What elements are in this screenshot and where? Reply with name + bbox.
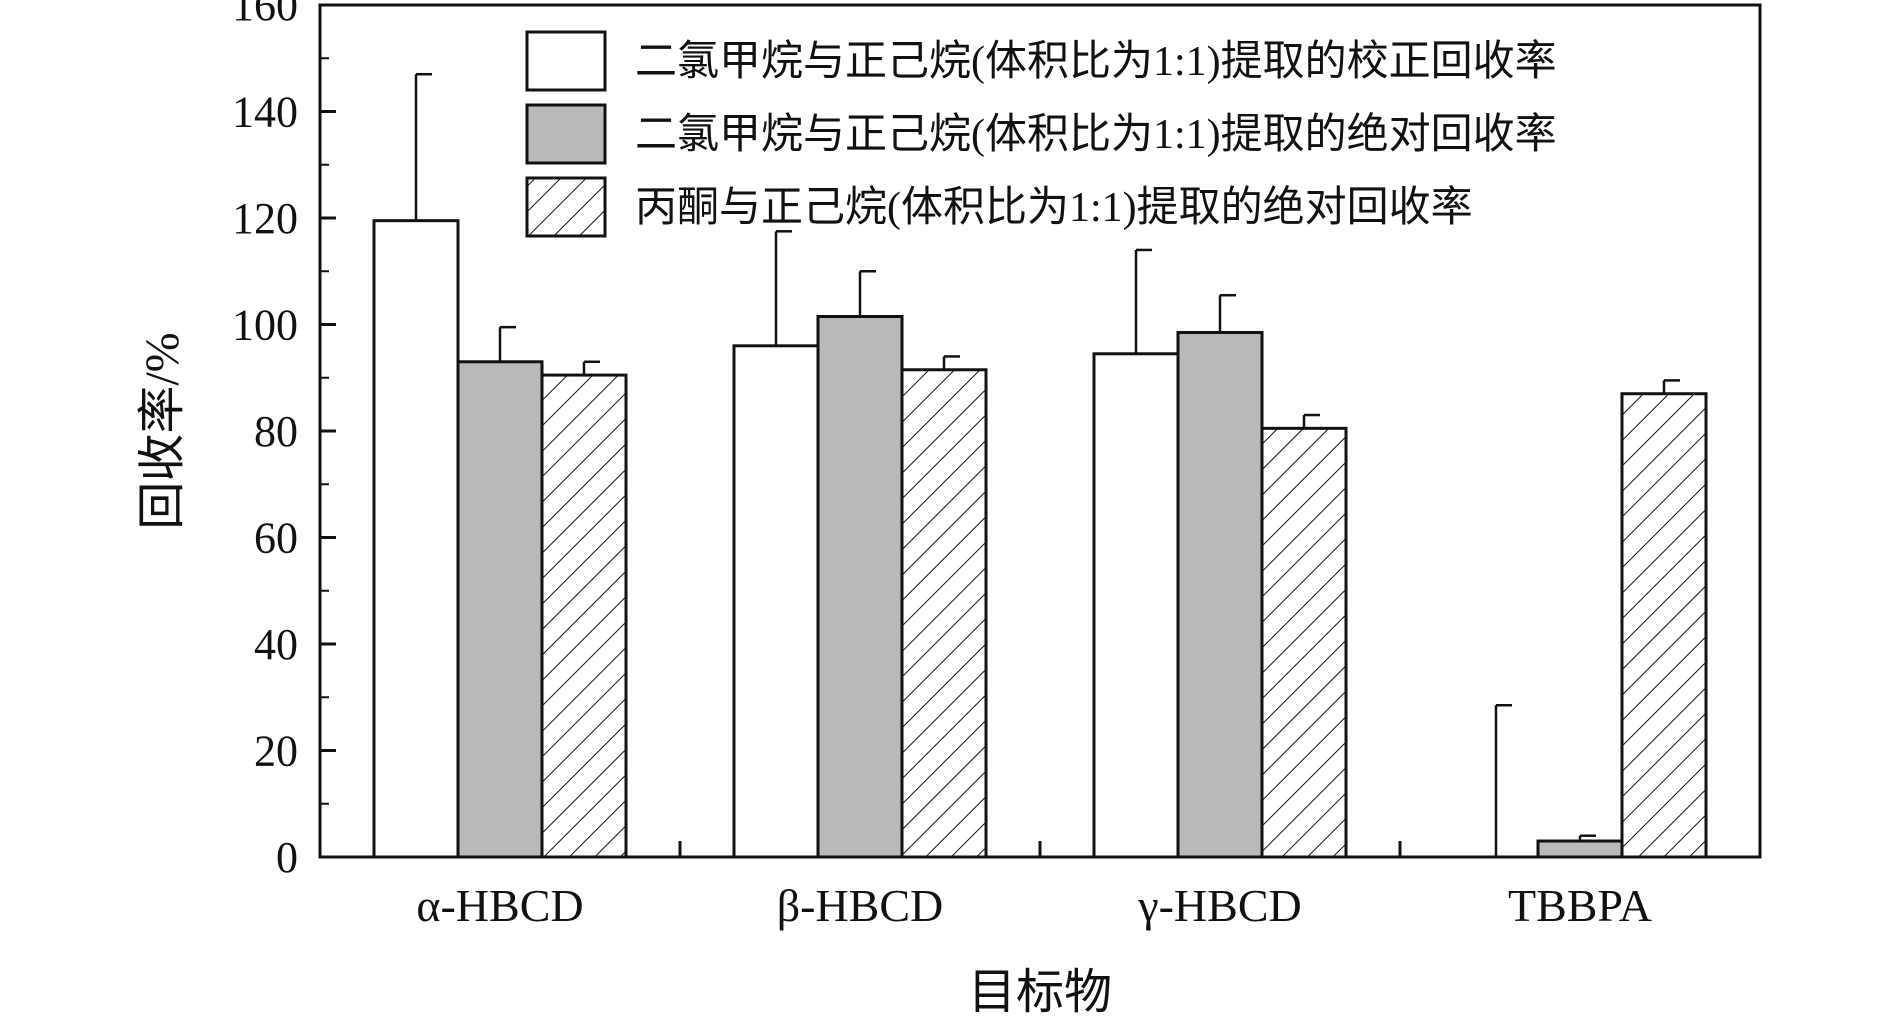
legend-swatch bbox=[525, 30, 607, 92]
x-category-label: γ-HBCD bbox=[1137, 880, 1301, 931]
bar bbox=[540, 373, 628, 859]
bar bbox=[456, 360, 544, 859]
bar bbox=[372, 219, 460, 859]
bar bbox=[1536, 839, 1624, 859]
bar bbox=[1620, 392, 1708, 859]
legend-label: 二氯甲烷与正己烷(体积比为1:1)提取的校正回收率 bbox=[635, 38, 1557, 85]
y-tick-label: 0 bbox=[276, 833, 298, 882]
y-axis: 0 20 40 60 80 100 120 140 160 bbox=[232, 0, 336, 882]
y-tick-label: 100 bbox=[232, 301, 298, 350]
bar bbox=[1092, 352, 1180, 859]
y-tick-label: 140 bbox=[232, 88, 298, 137]
x-axis: α-HBCD β-HBCD γ-HBCD TBBPA bbox=[416, 841, 1652, 931]
y-tick-label: 60 bbox=[254, 514, 298, 563]
error-bar-group bbox=[414, 72, 1680, 857]
legend-swatch bbox=[525, 103, 607, 165]
legend-label: 丙酮与正己烷(体积比为1:1)提取的绝对回收率 bbox=[635, 184, 1473, 231]
bar bbox=[732, 344, 820, 859]
legend-swatch bbox=[525, 176, 607, 238]
legend-label: 二氯甲烷与正己烷(体积比为1:1)提取的绝对回收率 bbox=[635, 111, 1557, 158]
y-tick-label: 40 bbox=[254, 620, 298, 669]
y-tick-label: 20 bbox=[254, 727, 298, 776]
bar bbox=[816, 315, 904, 859]
x-category-label: TBBPA bbox=[1508, 880, 1652, 931]
y-tick-label: 160 bbox=[232, 0, 298, 30]
x-category-label: β-HBCD bbox=[777, 880, 944, 931]
y-axis-title: 回收率/% bbox=[136, 332, 189, 529]
legend: 二氯甲烷与正己烷(体积比为1:1)提取的校正回收率二氯甲烷与正己烷(体积比为1:… bbox=[525, 30, 1557, 238]
bar bbox=[1260, 426, 1348, 859]
x-category-label: α-HBCD bbox=[416, 880, 583, 931]
bar-series-group bbox=[372, 219, 1708, 859]
bar bbox=[1176, 330, 1264, 859]
bar bbox=[900, 368, 988, 859]
x-axis-title: 目标物 bbox=[968, 966, 1112, 1018]
y-tick-label: 80 bbox=[254, 407, 298, 456]
y-tick-label: 120 bbox=[232, 194, 298, 243]
